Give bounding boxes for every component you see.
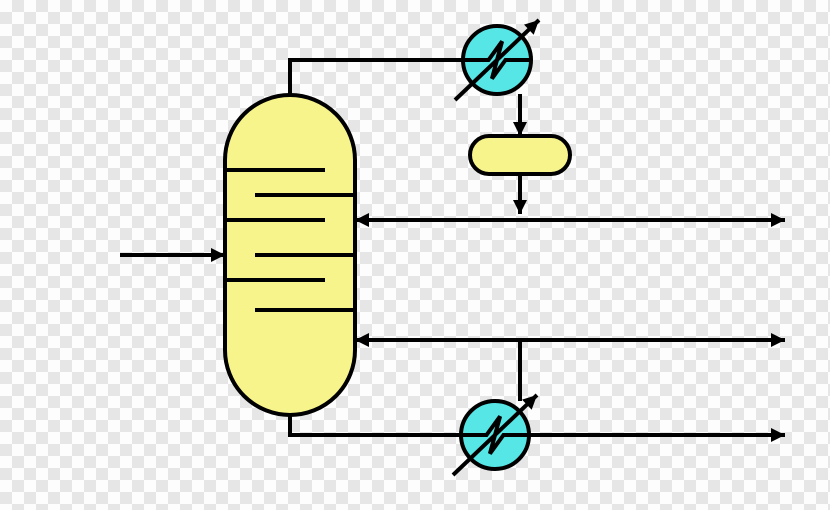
overhead-vapor [290, 60, 463, 95]
pfd-svg [0, 0, 830, 510]
bottoms-down [290, 415, 461, 435]
diagram-canvas [0, 0, 830, 510]
reflux-drum [470, 136, 570, 174]
